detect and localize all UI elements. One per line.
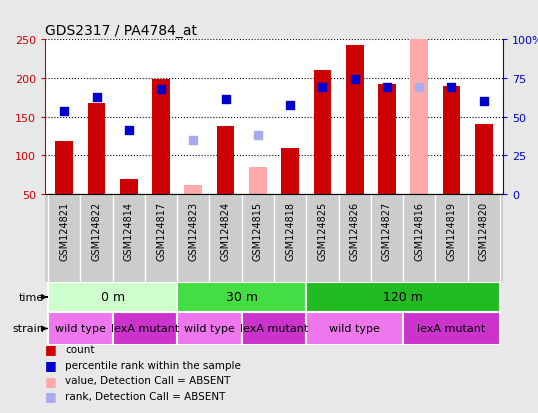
Point xyxy=(350,77,359,83)
Bar xyxy=(410,40,428,195)
Text: GSM124814: GSM124814 xyxy=(124,202,134,261)
Bar xyxy=(152,80,170,195)
Text: GSM124826: GSM124826 xyxy=(350,202,359,261)
Text: wild type: wild type xyxy=(55,324,106,334)
Text: GSM124822: GSM124822 xyxy=(91,202,102,261)
Bar xyxy=(314,71,331,195)
Point xyxy=(93,95,101,101)
Bar xyxy=(113,312,177,345)
Text: count: count xyxy=(66,344,95,354)
Bar xyxy=(242,312,306,345)
Text: GSM124820: GSM124820 xyxy=(479,202,489,261)
Bar xyxy=(217,126,235,195)
Bar xyxy=(346,46,364,195)
Bar xyxy=(306,312,403,345)
Bar xyxy=(378,85,396,195)
Text: strain: strain xyxy=(12,324,44,334)
Bar xyxy=(249,167,267,195)
Bar xyxy=(306,282,500,312)
Text: GSM124815: GSM124815 xyxy=(253,202,263,261)
Point xyxy=(415,85,423,91)
Text: GSM124824: GSM124824 xyxy=(221,202,231,261)
Text: lexA mutant: lexA mutant xyxy=(240,324,308,334)
Text: GSM124817: GSM124817 xyxy=(156,202,166,261)
Text: lexA mutant: lexA mutant xyxy=(111,324,179,334)
Text: 0 m: 0 m xyxy=(101,291,125,304)
Text: ■: ■ xyxy=(45,374,56,387)
Text: time: time xyxy=(19,292,44,302)
Text: GSM124827: GSM124827 xyxy=(382,202,392,261)
Point xyxy=(318,85,327,91)
Bar xyxy=(177,312,242,345)
Text: percentile rank within the sample: percentile rank within the sample xyxy=(66,360,242,370)
Text: 120 m: 120 m xyxy=(383,291,423,304)
Text: wild type: wild type xyxy=(184,324,235,334)
Bar xyxy=(88,103,105,195)
Text: GSM124816: GSM124816 xyxy=(414,202,424,261)
Bar xyxy=(55,142,73,195)
Text: rank, Detection Call = ABSENT: rank, Detection Call = ABSENT xyxy=(66,391,226,401)
Text: GSM124819: GSM124819 xyxy=(447,202,456,261)
Bar xyxy=(177,282,306,312)
Point xyxy=(447,85,456,91)
Point xyxy=(383,85,391,91)
Point xyxy=(253,133,262,139)
Point xyxy=(221,96,230,103)
Text: GSM124825: GSM124825 xyxy=(317,202,328,261)
Text: lexA mutant: lexA mutant xyxy=(417,324,485,334)
Bar xyxy=(403,312,500,345)
Bar xyxy=(48,312,113,345)
Text: ■: ■ xyxy=(45,342,56,356)
Text: ■: ■ xyxy=(45,389,56,403)
Bar xyxy=(443,86,461,195)
Bar xyxy=(475,125,492,195)
Point xyxy=(157,86,165,93)
Text: GSM124818: GSM124818 xyxy=(285,202,295,261)
Text: wild type: wild type xyxy=(329,324,380,334)
Text: 30 m: 30 m xyxy=(226,291,258,304)
Point xyxy=(60,109,69,115)
Text: value, Detection Call = ABSENT: value, Detection Call = ABSENT xyxy=(66,375,231,385)
Point xyxy=(286,102,294,109)
Bar xyxy=(281,148,299,195)
Point xyxy=(189,137,197,144)
Bar xyxy=(120,179,138,195)
Bar xyxy=(185,185,202,195)
Text: GDS2317 / PA4784_at: GDS2317 / PA4784_at xyxy=(45,24,197,38)
Point xyxy=(125,128,133,135)
Text: ■: ■ xyxy=(45,358,56,371)
Text: GSM124823: GSM124823 xyxy=(188,202,199,261)
Bar xyxy=(48,282,177,312)
Point xyxy=(479,98,488,105)
Text: GSM124821: GSM124821 xyxy=(59,202,69,261)
